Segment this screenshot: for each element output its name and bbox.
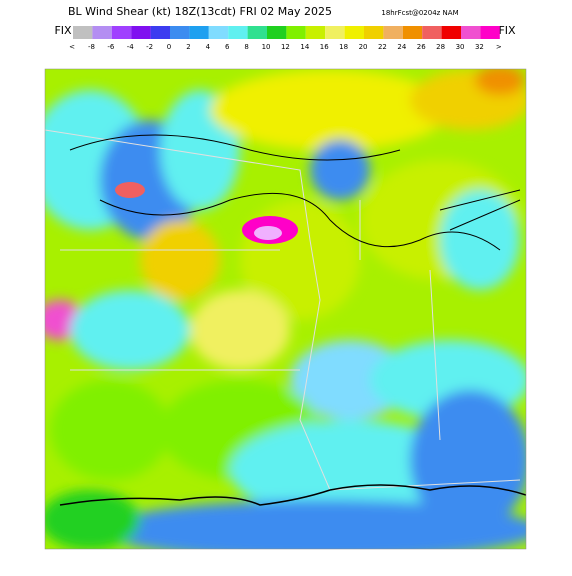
legend-label: 18 [339, 43, 348, 51]
color-box [364, 26, 384, 39]
color-box [402, 26, 423, 39]
legend-label: 10 [262, 43, 271, 51]
color-box [228, 26, 248, 39]
legend-label: -2 [146, 43, 153, 51]
fix-left: FIX [54, 24, 72, 37]
legend-label: -8 [88, 43, 95, 51]
legend-label: 16 [320, 43, 329, 51]
color-box [422, 26, 442, 39]
legend-label: -6 [107, 43, 115, 51]
legend-label: 12 [281, 43, 290, 51]
legend-label: 26 [417, 43, 426, 51]
shear-field [45, 69, 526, 549]
legend-label: 28 [436, 43, 445, 51]
color-box [325, 26, 345, 39]
color-box [286, 26, 306, 39]
subtitle: 18hrFcst@0204z NAM [381, 9, 458, 17]
map-frame [44, 68, 527, 550]
legend-label: 14 [300, 43, 309, 51]
color-box [480, 26, 500, 39]
color-box [73, 26, 93, 39]
color-box [131, 26, 151, 39]
legend-label: < [69, 43, 75, 51]
legend-label: -4 [127, 43, 135, 51]
legend-label: 30 [456, 43, 465, 51]
color-box [267, 26, 287, 39]
color-box [344, 26, 364, 39]
color-box [111, 26, 132, 39]
color-box [441, 26, 461, 39]
legend-label: 20 [359, 43, 368, 51]
legend-label: 22 [378, 43, 387, 51]
fix-right: FIX [498, 24, 516, 37]
color-box [461, 26, 481, 39]
color-box [189, 26, 209, 39]
color-box [247, 26, 267, 39]
color-box [170, 26, 190, 39]
legend-label: 2 [186, 43, 190, 51]
color-bar: < -8 -6 -4 -2 0 2 4 6 8 10 12 14 16 18 20 22 24 26 28 30 32 > [69, 26, 502, 51]
legend-label: > [496, 43, 502, 51]
color-box [383, 26, 403, 39]
title: BL Wind Shear (kt) 18Z(13cdt) FRI 02 May… [68, 5, 332, 18]
color-box [150, 26, 170, 39]
legend-label: 8 [244, 43, 248, 51]
color-box [208, 26, 229, 39]
legend-label: 24 [397, 43, 406, 51]
legend-label: 6 [225, 43, 230, 51]
legend-label: 0 [167, 43, 171, 51]
color-box [305, 26, 326, 39]
legend-label: 4 [206, 43, 211, 51]
legend-label: 32 [475, 43, 484, 51]
color-box [92, 26, 112, 39]
